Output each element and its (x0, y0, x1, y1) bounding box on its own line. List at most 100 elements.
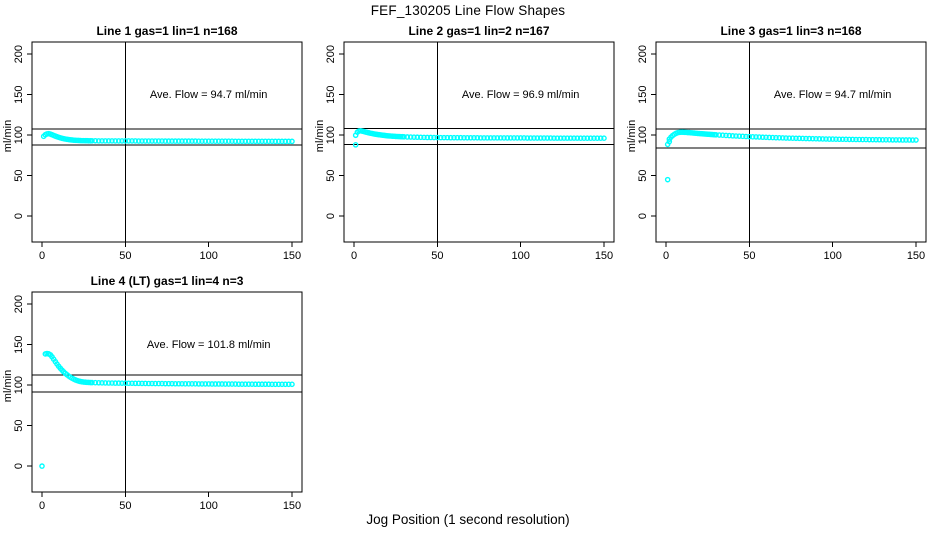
ave-flow-annotation: Ave. Flow = 94.7 ml/min (774, 89, 891, 101)
data-point (145, 380, 152, 387)
data-point (209, 381, 215, 387)
data-point (567, 135, 574, 141)
y-axis-unit-label: ml/min (314, 120, 326, 152)
data-point (275, 138, 282, 145)
data-point (229, 381, 235, 387)
data-point (95, 138, 102, 144)
data-point (773, 134, 779, 141)
data-point (129, 380, 135, 387)
data-point (112, 138, 119, 144)
data-point (471, 134, 477, 141)
data-point (763, 134, 769, 141)
data-point (417, 134, 424, 141)
data-point (859, 136, 866, 143)
data-point (806, 135, 813, 142)
data-point (587, 135, 594, 141)
x-tick-label: 100 (511, 250, 529, 262)
data-point (759, 134, 766, 141)
x-axis-outer-label: Jog Position (1 second resolution) (366, 512, 570, 527)
data-point (786, 135, 793, 141)
y-tick-label: 0 (325, 213, 337, 219)
data-point (504, 135, 511, 141)
x-tick-label: 100 (199, 250, 217, 262)
y-axis-unit-label: ml/min (626, 120, 638, 152)
data-point (189, 381, 195, 387)
data-point (507, 135, 514, 141)
data-point (551, 135, 557, 141)
data-point (279, 381, 285, 388)
data-point (172, 138, 179, 144)
data-point (833, 136, 839, 142)
data-point (591, 135, 597, 141)
data-point (716, 132, 723, 138)
y-tick-label: 150 (13, 85, 25, 103)
plot-box (655, 41, 927, 243)
data-point (896, 137, 903, 143)
y-tick-label: 100 (637, 126, 649, 144)
data-point (544, 135, 551, 141)
data-point (564, 135, 571, 141)
data-point (467, 134, 474, 141)
y-axis-unit-label: ml/min (2, 120, 14, 152)
data-point (484, 135, 491, 141)
data-point (803, 135, 809, 142)
data-point (869, 136, 876, 143)
data-point (886, 137, 893, 143)
data-point (239, 381, 245, 387)
data-point (92, 379, 99, 386)
data-point (205, 381, 212, 387)
data-point (574, 135, 581, 141)
data-point (225, 138, 232, 144)
data-point (733, 133, 739, 139)
y-tick-label: 50 (637, 169, 649, 181)
data-point (444, 134, 451, 141)
data-point (664, 176, 671, 183)
data-point (487, 135, 494, 141)
y-tick-label: 200 (13, 295, 25, 313)
data-point (235, 138, 242, 145)
x-tick-label: 0 (351, 250, 357, 262)
data-point (219, 138, 225, 144)
data-point (809, 135, 816, 142)
data-point (836, 136, 843, 143)
data-point (909, 137, 916, 143)
data-point (255, 381, 262, 388)
data-point (175, 138, 182, 144)
data-point (172, 380, 179, 387)
data-point (185, 138, 192, 144)
data-point (411, 134, 417, 140)
data-point (192, 381, 199, 387)
panel-title: Line 1 gas=1 lin=1 n=168 (96, 24, 237, 38)
y-tick-label: 0 (13, 463, 25, 469)
data-point (145, 138, 152, 144)
data-point (215, 381, 222, 387)
main-title: FEF_130205 Line Flow Shapes (370, 3, 566, 18)
data-point (481, 135, 487, 141)
data-point (115, 380, 122, 386)
data-point (109, 380, 115, 386)
data-point (202, 138, 209, 144)
data-point (756, 134, 763, 140)
y-tick-label: 150 (13, 335, 25, 353)
data-point (441, 134, 447, 141)
data-point (219, 381, 225, 387)
data-point (155, 380, 162, 387)
data-point (726, 132, 733, 139)
data-point (242, 381, 249, 387)
data-point (95, 379, 102, 386)
data-point (255, 138, 262, 145)
data-point (414, 134, 421, 141)
data-point (275, 381, 282, 388)
data-point (102, 380, 109, 386)
data-point (202, 381, 209, 387)
data-point (239, 138, 245, 145)
data-point (474, 134, 481, 141)
data-point (511, 135, 517, 141)
data-point (152, 138, 159, 144)
data-point (289, 381, 295, 388)
data-point (437, 134, 444, 141)
data-point (162, 380, 169, 387)
data-point (249, 138, 255, 145)
x-tick-label: 0 (663, 250, 669, 262)
data-point (849, 136, 856, 143)
